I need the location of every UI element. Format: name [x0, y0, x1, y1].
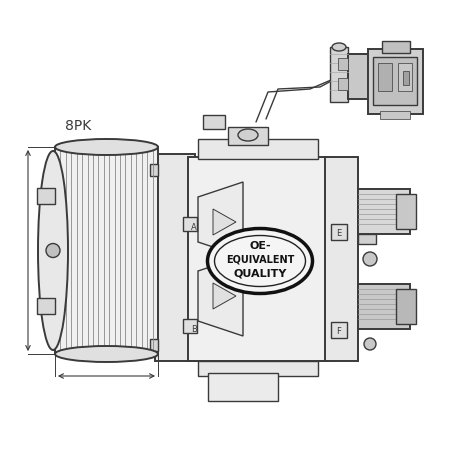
- Bar: [202, 116, 224, 130]
- Bar: [183, 319, 196, 333]
- Bar: [402, 72, 408, 86]
- Bar: [188, 157, 327, 361]
- Bar: [37, 298, 55, 314]
- Circle shape: [363, 338, 375, 350]
- Ellipse shape: [331, 44, 345, 52]
- Bar: [381, 42, 409, 54]
- Ellipse shape: [55, 140, 157, 156]
- Text: 8PK: 8PK: [65, 119, 91, 133]
- Bar: [150, 165, 157, 177]
- Bar: [377, 64, 391, 92]
- Polygon shape: [197, 183, 242, 257]
- Text: B: B: [190, 325, 196, 334]
- Bar: [357, 190, 409, 235]
- Circle shape: [362, 252, 376, 266]
- Bar: [372, 58, 416, 106]
- Bar: [357, 285, 409, 329]
- Ellipse shape: [214, 236, 305, 287]
- Bar: [37, 188, 55, 204]
- Text: QUALITY: QUALITY: [233, 268, 286, 277]
- Ellipse shape: [55, 346, 157, 362]
- Bar: [228, 128, 268, 146]
- Bar: [325, 157, 357, 361]
- Bar: [150, 339, 157, 351]
- Bar: [337, 59, 347, 71]
- Bar: [379, 112, 409, 120]
- Bar: [347, 55, 369, 100]
- Bar: [397, 64, 411, 92]
- Bar: [395, 289, 415, 325]
- Polygon shape: [213, 283, 235, 309]
- Bar: [329, 48, 347, 103]
- Ellipse shape: [237, 130, 257, 142]
- Bar: [55, 148, 157, 354]
- Polygon shape: [213, 210, 235, 235]
- Text: A: A: [190, 223, 196, 232]
- Text: E: E: [336, 228, 341, 237]
- Text: EQUIVALENT: EQUIVALENT: [225, 253, 294, 263]
- Bar: [330, 224, 346, 241]
- Text: F: F: [336, 326, 341, 335]
- Ellipse shape: [38, 151, 68, 350]
- Bar: [395, 195, 415, 230]
- Bar: [367, 50, 422, 115]
- Bar: [357, 235, 375, 245]
- Bar: [207, 373, 277, 401]
- Ellipse shape: [46, 244, 60, 258]
- Polygon shape: [197, 257, 242, 336]
- Bar: [183, 218, 196, 231]
- Bar: [197, 361, 317, 376]
- Ellipse shape: [207, 229, 312, 294]
- Bar: [197, 140, 317, 160]
- Text: OE-: OE-: [249, 241, 270, 251]
- Bar: [330, 322, 346, 338]
- Bar: [155, 155, 195, 361]
- Bar: [337, 79, 347, 91]
